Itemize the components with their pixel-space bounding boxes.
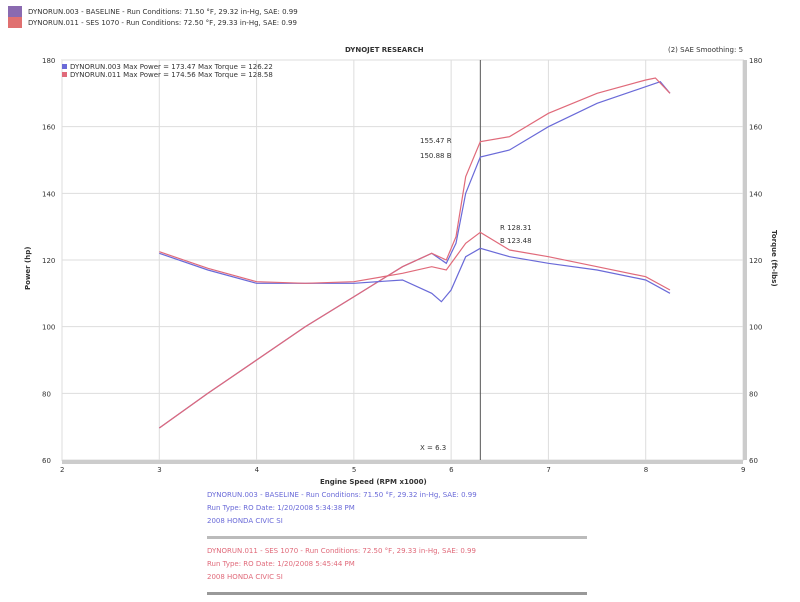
x-tick-label: 3 bbox=[157, 466, 161, 474]
cursor-power-blue: 150.88 B bbox=[420, 152, 452, 160]
x-axis-bar bbox=[62, 460, 743, 464]
footer-red-1: DYNORUN.011 - SES 1070 - Run Conditions:… bbox=[207, 547, 476, 555]
y-tick-label: 60 bbox=[42, 457, 51, 465]
header-run1: DYNORUN.003 - BASELINE - Run Conditions:… bbox=[28, 8, 298, 16]
y2-tick-label: 120 bbox=[749, 257, 762, 265]
x-tick-label: 9 bbox=[741, 466, 745, 474]
x-tick-label: 6 bbox=[449, 466, 454, 474]
y-tick-label: 120 bbox=[42, 257, 55, 265]
plot-area: 2 3 4 5 6 7 8 9 60 80 100 120 140 160 180 60 80 100 120 140… bbox=[42, 57, 762, 474]
cursor-power-red: 155.47 R bbox=[420, 137, 452, 145]
x-tick-label: 4 bbox=[255, 466, 260, 474]
footer-blue-1: DYNORUN.003 - BASELINE - Run Conditions:… bbox=[207, 491, 477, 499]
y2-tick-label: 160 bbox=[749, 124, 762, 132]
y2-axis-bar bbox=[743, 60, 747, 460]
legend-swatch-blue bbox=[62, 64, 67, 69]
y-tick-label: 80 bbox=[42, 390, 51, 398]
smoothing-label: (2) SAE Smoothing: 5 bbox=[668, 46, 743, 54]
footer-red-3: 2008 HONDA CIVIC SI bbox=[207, 573, 283, 581]
x-axis-label: Engine Speed (RPM x1000) bbox=[320, 478, 427, 486]
x-tick-label: 7 bbox=[546, 466, 550, 474]
series-line-dynorun-003-torque bbox=[159, 247, 671, 303]
y2-tick-label: 140 bbox=[749, 190, 762, 198]
dynojet-logo-lower bbox=[8, 17, 22, 28]
series-line-dynorun-011-torque bbox=[159, 231, 671, 291]
y-tick-label: 160 bbox=[42, 124, 55, 132]
series-line-dynorun-011-power bbox=[158, 77, 671, 429]
y-axis-label: Power (hp) bbox=[24, 247, 32, 290]
footer-red-2: Run Type: RO Date: 1/20/2008 5:45:44 PM bbox=[207, 560, 355, 568]
header-run2: DYNORUN.011 - SES 1070 - Run Conditions:… bbox=[28, 19, 297, 27]
y2-tick-label: 60 bbox=[749, 457, 758, 465]
y2-tick-label: 80 bbox=[749, 390, 758, 398]
cursor-x-label: X = 6.3 bbox=[420, 444, 446, 452]
footer-divider-1 bbox=[207, 536, 587, 539]
cursor-torque-blue: B 123.48 bbox=[500, 237, 532, 245]
footer-divider-2 bbox=[207, 592, 587, 595]
legend-swatch-red bbox=[62, 72, 67, 77]
y-tick-label: 100 bbox=[42, 324, 55, 332]
footer-blue-3: 2008 HONDA CIVIC SI bbox=[207, 517, 283, 525]
chart-title: DYNOJET RESEARCH bbox=[345, 46, 424, 54]
y2-tick-label: 180 bbox=[749, 57, 762, 65]
y2-tick-label: 100 bbox=[749, 324, 762, 332]
cursor-torque-red: R 128.31 bbox=[500, 224, 532, 232]
y-tick-label: 140 bbox=[42, 190, 55, 198]
footer-blue-2: Run Type: RO Date: 1/20/2008 5:34:38 PM bbox=[207, 504, 355, 512]
x-tick-label: 2 bbox=[60, 466, 64, 474]
max-line-1: DYNORUN.003 Max Power = 173.47 Max Torqu… bbox=[70, 63, 273, 71]
y2-axis-label: Torque (ft-lbs) bbox=[770, 230, 778, 287]
x-tick-label: 5 bbox=[352, 466, 356, 474]
max-line-2: DYNORUN.011 Max Power = 174.56 Max Torqu… bbox=[70, 71, 273, 79]
x-tick-label: 8 bbox=[644, 466, 648, 474]
y-tick-label: 180 bbox=[42, 57, 55, 65]
